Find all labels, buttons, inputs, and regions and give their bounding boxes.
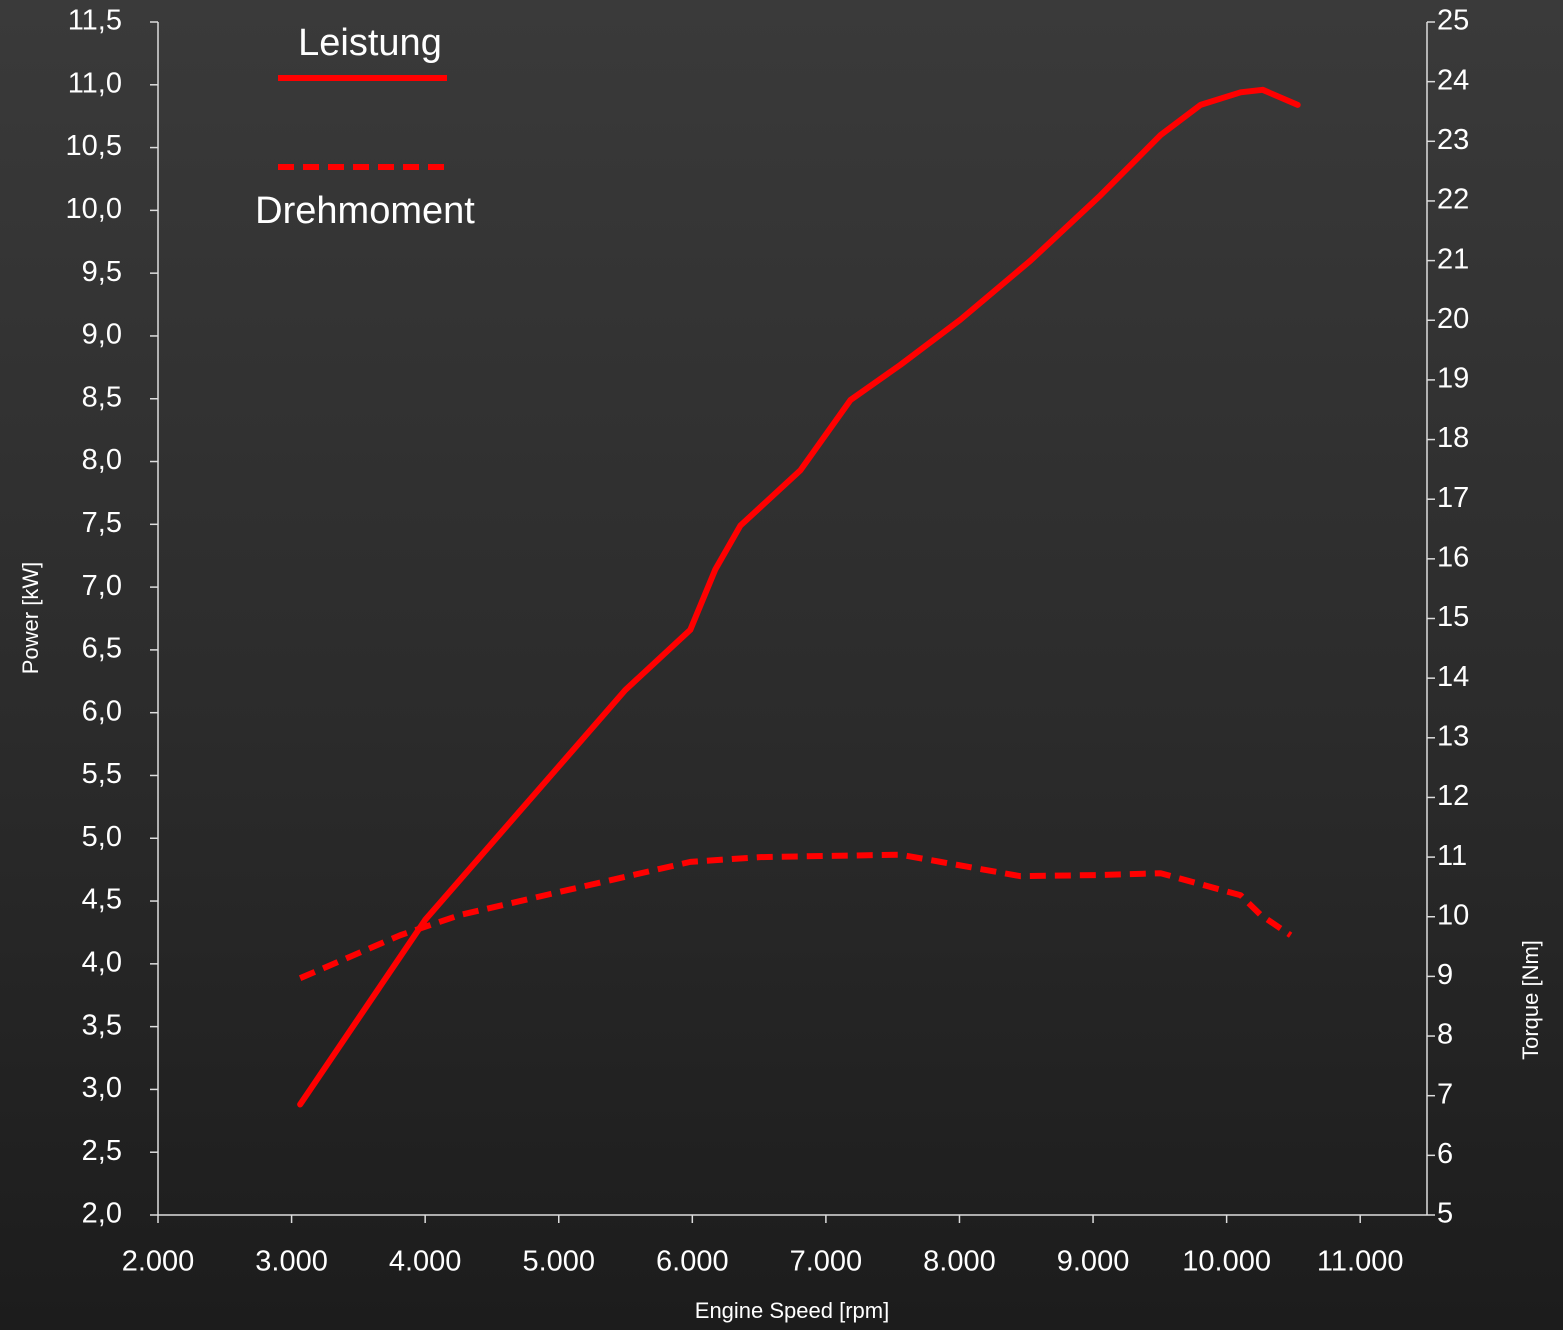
y-tick-label: 3,0 xyxy=(82,1072,122,1104)
x-tick-label: 10.000 xyxy=(1182,1246,1271,1278)
x-axis-title: Engine Speed [rpm] xyxy=(695,1298,889,1323)
y-tick-label: 4,0 xyxy=(82,946,122,978)
y2-tick-label: 5 xyxy=(1437,1198,1453,1230)
y2-tick-label: 23 xyxy=(1437,124,1469,156)
x-tick-label: 6.000 xyxy=(656,1246,729,1278)
x-tick-label: 3.000 xyxy=(255,1246,328,1278)
y-tick-label: 2,5 xyxy=(82,1135,122,1167)
y2-tick-label: 24 xyxy=(1437,64,1469,96)
y2-tick-label: 9 xyxy=(1437,959,1453,991)
y2-tick-label: 21 xyxy=(1437,243,1469,275)
y-tick-label: 5,5 xyxy=(82,758,122,790)
x-tick-label: 4.000 xyxy=(389,1246,462,1278)
y2-tick-label: 15 xyxy=(1437,601,1469,633)
x-tick-label: 5.000 xyxy=(522,1246,595,1278)
legend-label: Leistung xyxy=(298,22,442,64)
y2-tick-label: 6 xyxy=(1437,1138,1453,1170)
y2-tick-label: 7 xyxy=(1437,1078,1453,1110)
y-tick-label: 7,0 xyxy=(82,570,122,602)
y-tick-label: 9,5 xyxy=(82,256,122,288)
x-tick-label: 2.000 xyxy=(122,1246,195,1278)
x-tick-label: 11.000 xyxy=(1317,1246,1404,1278)
y2-tick-label: 10 xyxy=(1437,899,1469,931)
y-tick-label: 10,5 xyxy=(66,130,122,162)
x-tick-label: 7.000 xyxy=(790,1246,863,1278)
y-tick-label: 3,5 xyxy=(82,1009,122,1041)
y2-tick-label: 16 xyxy=(1437,542,1469,574)
y2-tick-label: 17 xyxy=(1437,482,1469,514)
y2-tick-label: 20 xyxy=(1437,303,1469,335)
y-tick-label: 8,0 xyxy=(82,444,122,476)
y2-tick-label: 13 xyxy=(1437,720,1469,752)
y-tick-label: 2,0 xyxy=(82,1198,122,1230)
y-tick-label: 10,0 xyxy=(66,193,122,225)
y2-axis-title: Torque [Nm] xyxy=(1518,940,1543,1060)
x-tick-label: 9.000 xyxy=(1057,1246,1130,1278)
y-tick-label: 7,5 xyxy=(82,507,122,539)
y-tick-label: 5,0 xyxy=(82,821,122,853)
y-axis-title: Power [kW] xyxy=(18,562,43,674)
y2-tick-label: 25 xyxy=(1437,5,1469,37)
y-tick-label: 11,0 xyxy=(68,67,122,99)
legend-label: Drehmoment xyxy=(255,190,475,232)
y2-tick-label: 12 xyxy=(1437,780,1469,812)
y-tick-label: 9,0 xyxy=(82,319,122,351)
y2-tick-label: 18 xyxy=(1437,422,1469,454)
series-line xyxy=(297,86,1301,1108)
y2-tick-label: 11 xyxy=(1437,840,1467,872)
y2-tick-label: 14 xyxy=(1437,661,1469,693)
y-tick-label: 4,5 xyxy=(82,884,122,916)
y-tick-label: 8,5 xyxy=(82,381,122,413)
series-line xyxy=(298,851,1293,981)
y-tick-label: 6,5 xyxy=(82,633,122,665)
y2-tick-label: 8 xyxy=(1437,1019,1453,1051)
y-tick-label: 11,5 xyxy=(68,5,122,37)
y2-tick-label: 19 xyxy=(1437,363,1469,395)
y2-tick-label: 22 xyxy=(1437,184,1469,216)
x-tick-label: 8.000 xyxy=(923,1246,996,1278)
y-tick-label: 6,0 xyxy=(82,695,122,727)
